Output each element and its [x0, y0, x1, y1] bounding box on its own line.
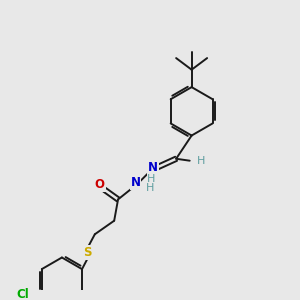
Text: N: N — [148, 161, 158, 174]
Text: O: O — [95, 178, 105, 191]
Text: H: H — [147, 174, 155, 184]
Text: Cl: Cl — [16, 288, 29, 300]
Text: H: H — [196, 156, 205, 166]
Text: S: S — [83, 246, 91, 259]
Text: N: N — [130, 176, 140, 190]
Text: H: H — [146, 183, 154, 193]
